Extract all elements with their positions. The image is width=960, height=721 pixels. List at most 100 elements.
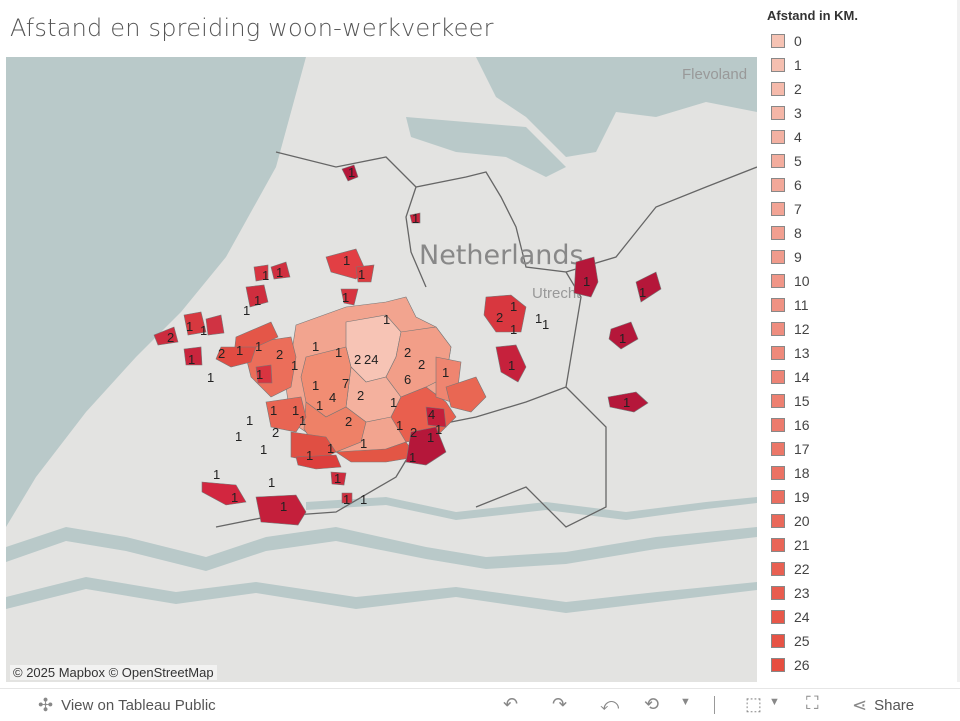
legend-swatch [771, 153, 785, 168]
region-coast-4[interactable] [183, 311, 207, 336]
region-far-north-2[interactable] [409, 212, 421, 224]
legend-item[interactable]: 10 [771, 272, 810, 289]
legend-item[interactable]: 4 [771, 128, 802, 145]
legend-item[interactable]: 26 [771, 656, 810, 673]
region-utrecht-w2[interactable] [495, 344, 527, 383]
legend-item[interactable]: 19 [771, 488, 810, 505]
region-value: 1 [412, 211, 419, 226]
region-utrecht-1[interactable] [573, 256, 599, 298]
region-value: 1 [231, 490, 238, 505]
region-layer[interactable]: 1 1 1 1 1 1 2 24 2 1 7 2 6 2 1 4 1 2 1 4… [153, 164, 662, 526]
region-value: 2 [276, 347, 283, 362]
region-north-2[interactable] [355, 264, 375, 283]
legend-item[interactable]: 15 [771, 392, 810, 409]
legend-item[interactable]: 11 [771, 296, 809, 313]
legend-item[interactable]: 16 [771, 416, 810, 433]
choropleth-map[interactable]: Flevoland Netherlands Utrecht [6, 57, 757, 682]
region-far-north-1[interactable] [341, 164, 359, 182]
region-south-sw[interactable] [201, 481, 247, 506]
legend-item[interactable]: 12 [771, 320, 810, 337]
legend-item[interactable]: 6 [771, 176, 802, 193]
legend-item[interactable]: 14 [771, 368, 810, 385]
region-coast-2[interactable] [270, 261, 291, 280]
tableau-toolbar: ✣ View on Tableau Public ↶ ↷ ⤺ ⟲ ▼ ⬚ ▼ ⛶… [0, 688, 960, 721]
legend-item[interactable]: 5 [771, 152, 802, 169]
region-west-3[interactable] [215, 346, 257, 368]
region-east-4[interactable] [425, 406, 447, 428]
legend-swatch [771, 465, 785, 480]
region-utrecht-w1[interactable] [483, 294, 527, 333]
legend-label: 15 [794, 392, 810, 409]
legend-item[interactable]: 9 [771, 248, 802, 265]
region-value: 1 [639, 285, 646, 300]
revert-icon[interactable]: ⤺ [600, 694, 620, 714]
legend-item[interactable]: 20 [771, 512, 810, 529]
legend-item[interactable]: 21 [771, 536, 810, 553]
legend-label: 11 [794, 296, 809, 313]
region-east-far-1[interactable] [635, 271, 662, 303]
legend-swatch [771, 177, 785, 192]
region-south-big[interactable] [255, 494, 307, 526]
region-value: 1 [348, 165, 355, 180]
legend-scrollbar[interactable] [957, 0, 960, 682]
region-value: 1 [343, 253, 350, 268]
map-canvas[interactable]: Flevoland Netherlands Utrecht [6, 57, 757, 682]
color-legend[interactable]: Afstand in KM. 0 1 2 3 4 5 6 7 8 9 10 11 12 13 14 15 16 1… [760, 0, 960, 682]
region-value: 2 [357, 388, 364, 403]
region-coast-5[interactable] [205, 314, 225, 336]
share-button[interactable]: ⋖ Share [852, 695, 914, 716]
download-dropdown-icon[interactable]: ▼ [769, 696, 780, 708]
region-south-small-1[interactable] [330, 471, 347, 486]
region-coast-1[interactable] [253, 264, 269, 282]
fullscreen-icon[interactable]: ⛶ [806, 693, 819, 713]
legend-item[interactable]: 2 [771, 80, 802, 97]
region-east-far-3[interactable] [607, 391, 649, 413]
legend-item[interactable]: 25 [771, 632, 810, 649]
share-label: Share [874, 697, 915, 714]
legend-item[interactable]: 3 [771, 104, 802, 121]
legend-label: 6 [794, 176, 802, 193]
region-value: 2 [496, 310, 503, 325]
region-value: 1 [255, 339, 262, 354]
undo-icon[interactable]: ↶ [503, 694, 519, 714]
legend-swatch [771, 561, 785, 576]
legend-swatch [771, 657, 785, 672]
view-on-tableau-button[interactable]: ✣ View on Tableau Public [38, 695, 216, 716]
map-attribution[interactable]: © 2025 Mapbox © OpenStreetMap [10, 665, 217, 680]
legend-item[interactable]: 13 [771, 344, 810, 361]
utrecht-label: Utrecht [532, 285, 581, 302]
legend-item[interactable]: 22 [771, 560, 810, 577]
legend-item[interactable]: 27 [771, 680, 810, 682]
legend-item[interactable]: 18 [771, 464, 810, 481]
region-value: 1 [268, 475, 275, 490]
legend-item[interactable]: 7 [771, 200, 802, 217]
legend-item[interactable]: 23 [771, 584, 810, 601]
refresh-dropdown-icon[interactable]: ▼ [680, 696, 691, 708]
legend-item[interactable]: 0 [771, 32, 802, 49]
region-value: 2 [418, 357, 425, 372]
refresh-icon[interactable]: ⟲ [644, 694, 660, 714]
region-sw-1[interactable] [265, 396, 307, 433]
region-east-3[interactable] [445, 376, 487, 413]
region-coast-6[interactable] [153, 326, 179, 346]
redo-icon[interactable]: ↷ [552, 694, 568, 714]
region-south-small-2[interactable] [341, 492, 353, 504]
region-value: 1 [409, 450, 416, 465]
region-coast-8[interactable] [255, 364, 273, 384]
legend-swatch [771, 57, 785, 72]
region-south-2[interactable] [295, 454, 342, 470]
legend-item[interactable]: 1 [771, 56, 802, 73]
legend-item[interactable]: 8 [771, 224, 802, 241]
region-east-far-2[interactable] [608, 321, 639, 350]
region-coast-3[interactable] [245, 284, 269, 308]
legend-item[interactable]: 24 [771, 608, 810, 625]
legend-swatch [771, 393, 785, 408]
legend-swatch [771, 441, 785, 456]
region-coast-7[interactable] [183, 346, 203, 366]
legend-item[interactable]: 17 [771, 440, 810, 457]
region-north-3[interactable] [340, 288, 359, 306]
legend-label: 20 [794, 512, 810, 529]
legend-label: 26 [794, 656, 810, 673]
region-east-gouda[interactable] [405, 426, 447, 466]
download-icon[interactable]: ⬚ [745, 694, 763, 714]
